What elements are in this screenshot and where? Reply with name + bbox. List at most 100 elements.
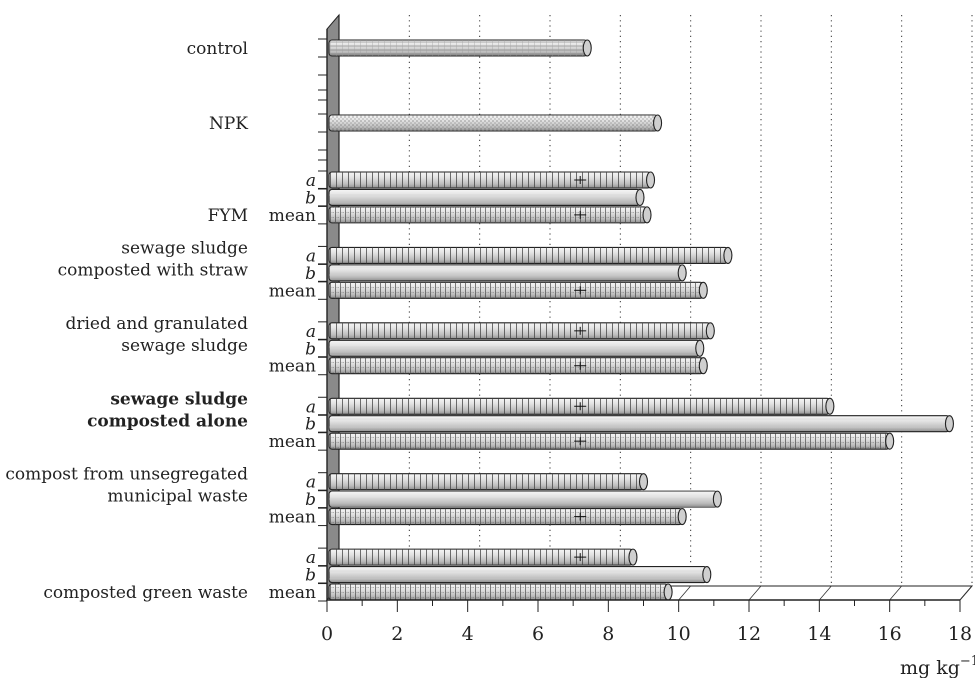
bar-end-cap — [653, 114, 663, 132]
bar-b — [328, 566, 712, 584]
bar-a — [328, 473, 649, 491]
bar-b — [328, 490, 722, 508]
bar-value — [328, 39, 592, 57]
floor-tick-18 — [959, 585, 973, 601]
x-tick-label: 10 — [667, 623, 691, 645]
x-tick-label: 16 — [878, 623, 902, 645]
bar-a — [328, 548, 638, 566]
x-tick-label: 0 — [321, 623, 333, 645]
bar-pattern — [329, 473, 644, 490]
bar-b — [328, 264, 687, 282]
bar-pattern — [329, 40, 588, 56]
x-tick-label: 8 — [602, 623, 614, 645]
bar-mean — [328, 281, 708, 299]
row-label-b: b — [305, 339, 316, 359]
x-tick-label: 12 — [737, 623, 761, 645]
row-label-b: b — [305, 490, 316, 510]
row-label-a: a — [306, 246, 316, 266]
bar-a — [328, 322, 715, 340]
bar-mean — [328, 583, 673, 601]
x-axis-unit: mg kg−1 — [900, 654, 975, 678]
bar-end-cap — [582, 39, 592, 57]
bar-end-cap — [695, 339, 705, 357]
bar-end-cap — [723, 246, 733, 264]
bar-mean — [328, 357, 708, 375]
bar-end-cap — [712, 490, 722, 508]
floor-tick-10 — [678, 585, 691, 601]
bar-b — [328, 188, 645, 206]
bar-pattern — [329, 508, 683, 525]
bar-a — [328, 171, 656, 189]
group-label: sewage sludge composted alone — [87, 389, 248, 431]
bar-pattern — [329, 433, 890, 450]
bar-a — [328, 397, 835, 415]
group-label: control — [187, 39, 248, 59]
bar-end-cap — [628, 548, 638, 566]
bar-pattern — [329, 247, 728, 264]
floor-tick-12 — [748, 585, 762, 601]
bar-b — [328, 415, 955, 433]
bar-pattern — [329, 115, 658, 131]
floor-tick-14 — [819, 585, 832, 601]
bar-b — [328, 339, 705, 357]
group-label: sewage sludge composted with straw — [58, 238, 249, 280]
row-label-a: a — [306, 397, 316, 417]
group-label: composted green waste — [43, 583, 248, 603]
bar-pattern — [329, 415, 950, 432]
group-label: NPK — [209, 114, 248, 134]
bar-mean — [328, 432, 895, 450]
group-label: compost from unsegregated municipal waste — [5, 465, 248, 507]
bar-a — [328, 246, 733, 264]
bar-end-cap — [702, 566, 712, 584]
bar-pattern — [329, 282, 704, 299]
group-label: FYM — [208, 206, 248, 226]
bar-end-cap — [944, 415, 955, 433]
row-label-a: a — [306, 473, 316, 493]
bar-pattern — [329, 322, 711, 339]
bar-end-cap — [663, 583, 673, 601]
row-label-a: a — [306, 322, 316, 342]
row-label-mean: mean — [269, 583, 316, 603]
bar-end-cap — [635, 188, 645, 206]
floor-tick-16 — [889, 585, 902, 601]
row-label-b: b — [305, 264, 316, 284]
bar-pattern — [329, 172, 651, 188]
bar-end-cap — [885, 432, 895, 450]
bar-pattern — [329, 340, 700, 357]
row-label-b: b — [305, 188, 316, 208]
x-tick-label: 6 — [532, 623, 544, 645]
x-tick-label: 18 — [948, 623, 972, 645]
bar-pattern — [329, 206, 648, 223]
bar-pattern — [329, 264, 683, 281]
bar-mean — [328, 508, 687, 526]
bar-pattern — [329, 566, 707, 583]
bar-value — [328, 114, 663, 132]
bar-pattern — [329, 189, 640, 206]
bar-end-cap — [638, 473, 649, 491]
bar-end-cap — [677, 264, 687, 282]
row-label-mean: mean — [269, 206, 316, 226]
bar-end-cap — [642, 206, 652, 224]
group-label: dried and granulated sewage sludge — [65, 314, 248, 356]
bar-end-cap — [698, 281, 708, 299]
bar-end-cap — [705, 322, 715, 340]
bar-end-cap — [698, 357, 708, 375]
bar-end-cap — [825, 397, 835, 415]
row-label-b: b — [305, 566, 316, 586]
bar-pattern — [329, 584, 669, 600]
row-label-b: b — [305, 415, 316, 435]
x-tick-label: 4 — [462, 623, 474, 645]
row-label-mean: mean — [269, 281, 316, 301]
bar-pattern — [329, 491, 718, 508]
row-label-mean: mean — [269, 432, 316, 452]
bar-end-cap — [645, 171, 656, 189]
x-tick-label: 14 — [807, 623, 831, 645]
row-label-a: a — [306, 171, 316, 191]
row-label-mean: mean — [269, 508, 316, 528]
row-label-a: a — [306, 548, 316, 568]
x-tick-label: 2 — [391, 623, 403, 645]
row-label-mean: mean — [269, 357, 316, 377]
bar-pattern — [329, 357, 704, 374]
bar-end-cap — [677, 508, 687, 526]
